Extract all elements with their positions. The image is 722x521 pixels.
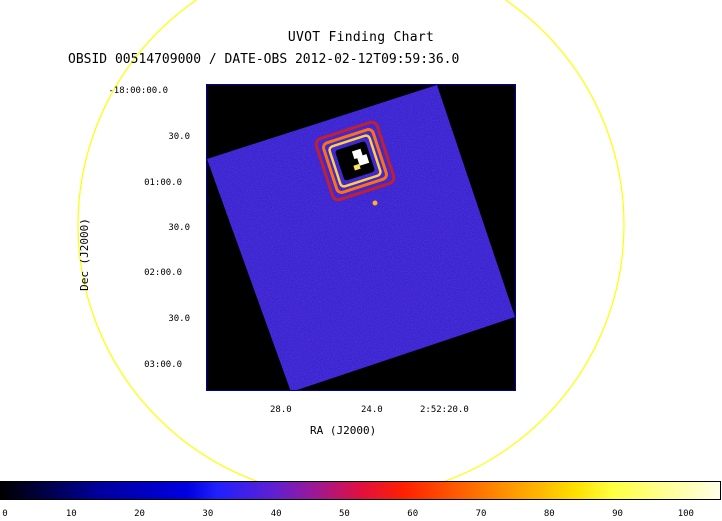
dec-tick: 03:00.0 — [144, 360, 182, 370]
bright-source — [314, 120, 396, 202]
colorbar-tick: 40 — [270, 509, 282, 519]
dec-tick: 01:00.0 — [144, 178, 182, 188]
dec-tick: 30.0 — [168, 132, 190, 142]
ra-tick: 24.0 — [361, 405, 383, 415]
dec-tick: 02:00.0 — [144, 268, 182, 278]
colorbar-tick: 20 — [134, 509, 145, 519]
colorbar-tick: 10 — [65, 509, 77, 519]
ra-tick: 28.0 — [270, 405, 292, 415]
dec-tick: 30.0 — [168, 314, 190, 324]
y-axis-label: Dec (J2000) — [77, 218, 91, 291]
colorbar-tick: 80 — [543, 509, 555, 519]
colorbar-tick: 60 — [407, 509, 419, 519]
chart-subtitle: OBSID 00514709000 / DATE-OBS 2012-02-12T… — [68, 52, 460, 67]
colorbar-tick: 90 — [612, 509, 623, 519]
colorbar-tick: 70 — [475, 509, 487, 519]
dec-tick: -18:00:00.0 — [108, 86, 168, 96]
uvot-image — [207, 85, 515, 390]
image-panel[interactable] — [206, 84, 516, 391]
x-axis-label: RA (J2000) — [310, 424, 377, 437]
colorbar — [0, 481, 721, 500]
dec-tick: 30.0 — [168, 223, 190, 233]
point-source — [372, 200, 378, 206]
colorbar-tick: 0 — [2, 509, 8, 519]
colorbar-tick: 100 — [677, 509, 694, 519]
chart-title: UVOT Finding Chart — [287, 30, 435, 45]
ra-tick: 2:52:20.0 — [420, 405, 469, 415]
colorbar-tick: 30 — [202, 509, 214, 519]
colorbar-tick: 50 — [339, 509, 350, 519]
